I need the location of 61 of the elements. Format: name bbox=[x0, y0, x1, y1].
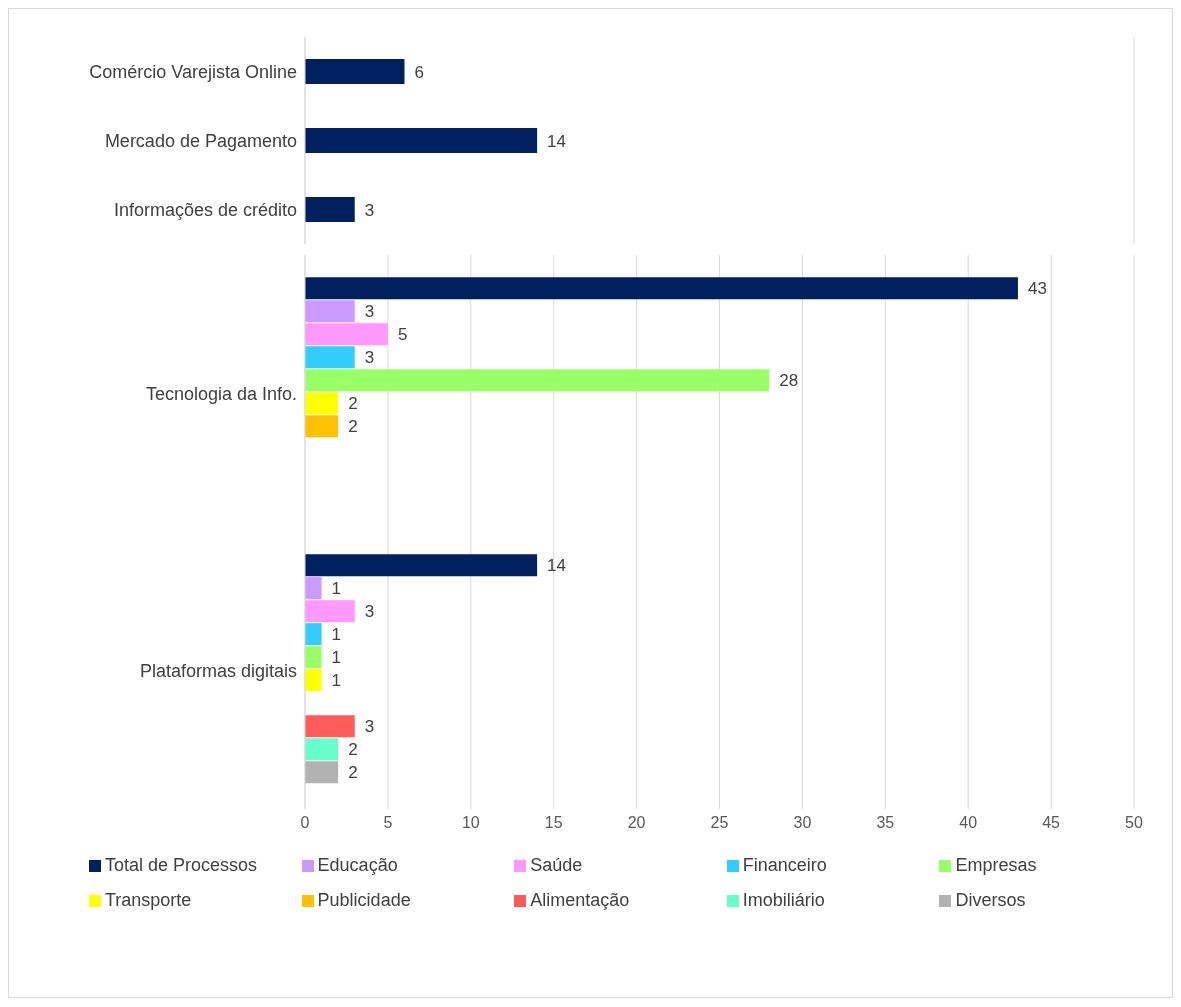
x-tick-label: 5 bbox=[383, 814, 393, 832]
bar bbox=[305, 415, 339, 438]
data-label: 3 bbox=[364, 348, 375, 368]
legend-label: Total de Processos bbox=[105, 855, 258, 876]
bar bbox=[305, 761, 339, 784]
data-label: 2 bbox=[348, 417, 358, 437]
x-tick-label: 25 bbox=[710, 814, 729, 832]
bar bbox=[305, 577, 322, 600]
data-label: 6 bbox=[414, 62, 424, 82]
data-label: 5 bbox=[397, 325, 408, 345]
y-tick-label: Tecnologia da Info. bbox=[145, 383, 297, 404]
y-tick-label: Mercado de Pagamento bbox=[104, 130, 297, 151]
legend-label: Financeiro bbox=[742, 855, 827, 876]
legend-label: Transporte bbox=[105, 890, 192, 911]
bar bbox=[305, 323, 388, 346]
bar bbox=[305, 554, 538, 577]
x-tick-label: 30 bbox=[793, 814, 812, 832]
data-label: 1 bbox=[331, 625, 342, 645]
bar bbox=[305, 646, 322, 669]
x-tick-label: 10 bbox=[461, 814, 480, 832]
y-tick-label: Plataformas digitais bbox=[139, 660, 297, 681]
x-tick-label: 50 bbox=[1125, 814, 1143, 832]
data-label: 28 bbox=[779, 371, 799, 391]
bar bbox=[305, 369, 770, 392]
legend-label: Imobiliário bbox=[742, 890, 825, 911]
data-label: 1 bbox=[331, 648, 342, 668]
bar bbox=[305, 623, 322, 646]
data-label: 14 bbox=[547, 131, 567, 151]
x-tick-label: 45 bbox=[1042, 814, 1061, 832]
data-label: 2 bbox=[348, 394, 358, 414]
legend-label: Diversos bbox=[955, 890, 1026, 911]
bar bbox=[305, 600, 355, 623]
legend-label: Educação bbox=[317, 855, 398, 876]
bar bbox=[305, 392, 339, 415]
data-label: 1 bbox=[331, 671, 342, 691]
data-label: 2 bbox=[348, 763, 358, 783]
data-label: 3 bbox=[364, 302, 375, 322]
data-label: 3 bbox=[364, 602, 375, 622]
legend-label: Saúde bbox=[530, 855, 583, 876]
data-label: 43 bbox=[1027, 279, 1047, 299]
legend-label: Alimentação bbox=[530, 890, 630, 911]
bar bbox=[305, 300, 355, 323]
data-label: 3 bbox=[364, 200, 375, 220]
x-tick-label: 15 bbox=[544, 814, 563, 832]
x-tick-label: 0 bbox=[300, 814, 310, 832]
y-tick-label: Comércio Varejista Online bbox=[89, 61, 297, 82]
x-tick-label: 40 bbox=[959, 814, 978, 832]
bar bbox=[305, 669, 322, 692]
bar bbox=[305, 738, 339, 761]
legend-label: Publicidade bbox=[317, 890, 411, 911]
x-tick-label: 20 bbox=[627, 814, 646, 832]
data-label: 2 bbox=[348, 740, 358, 760]
bar bbox=[305, 346, 355, 369]
bar bbox=[305, 715, 355, 738]
y-tick-label: Informações de crédito bbox=[113, 199, 297, 220]
bar bbox=[305, 277, 1018, 300]
x-tick-label: 35 bbox=[876, 814, 895, 832]
data-label: 3 bbox=[364, 717, 375, 737]
data-label: 14 bbox=[547, 556, 567, 576]
data-label: 1 bbox=[331, 579, 342, 599]
legend-label: Empresas bbox=[955, 855, 1037, 876]
